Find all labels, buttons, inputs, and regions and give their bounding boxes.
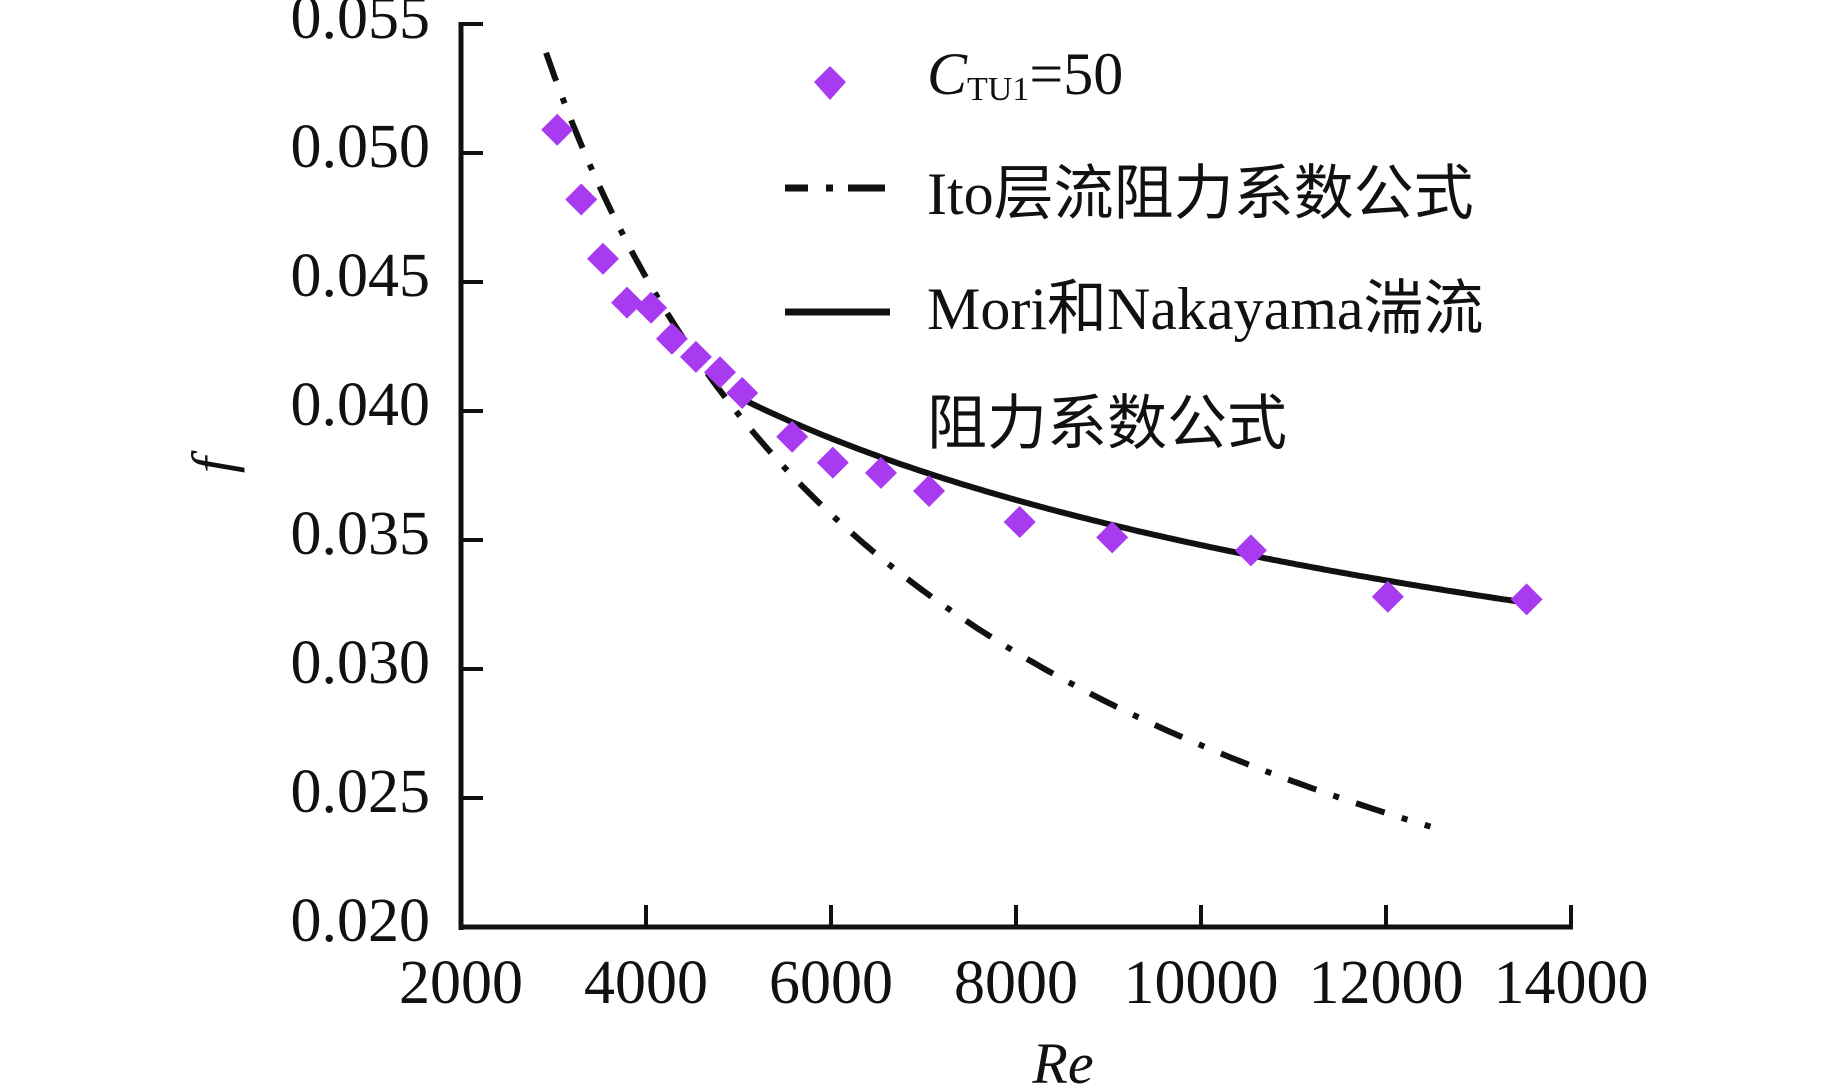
ticks — [461, 22, 1573, 927]
x-tick-label: 12000 — [1309, 949, 1464, 1017]
x-tick-label: 6000 — [769, 949, 893, 1017]
y-tick-label: 0.025 — [291, 758, 431, 826]
y-tick-label: 0.050 — [291, 113, 431, 181]
data-point-diamond — [1234, 534, 1267, 567]
data-point-diamond — [726, 376, 759, 409]
data-point-diamond — [816, 446, 849, 479]
data-point-diamond — [913, 474, 946, 507]
legend-marker-diamond — [814, 66, 846, 100]
legend: CTU1=50 Ito层流阻力系数公式 Mori和Nakayama湍流 阻力系数… — [785, 41, 1484, 457]
data-point-diamond — [1510, 583, 1543, 616]
legend-label-c: C — [927, 41, 968, 107]
legend-label-series-2: Ito层流阻力系数公式 — [927, 161, 1474, 227]
y-tick-label: 0.035 — [291, 500, 431, 568]
legend-label-series-1: CTU1=50 — [927, 41, 1123, 108]
data-point-diamond — [635, 291, 668, 324]
mori-nakayama-turbulent-curve — [746, 399, 1527, 606]
data-point-diamond — [586, 242, 619, 275]
data-point-diamond — [704, 356, 736, 389]
y-tick-label: 0.020 — [291, 887, 431, 955]
legend-label-value: =50 — [1029, 41, 1123, 107]
data-point-diamond — [611, 286, 644, 319]
data-point-diamond — [1371, 580, 1404, 613]
x-tick-label: 14000 — [1494, 949, 1649, 1017]
y-tick-label: 0.030 — [291, 629, 431, 697]
data-point-diamond — [1003, 505, 1036, 538]
x-axis-title: Re — [1031, 1031, 1093, 1089]
data-point-diamond — [1096, 521, 1129, 554]
legend-label-series-3-line-1: Mori和Nakayama湍流 — [927, 276, 1484, 342]
axes — [458, 22, 1573, 930]
y-axis-title: f — [180, 450, 245, 473]
x-tick-label: 8000 — [954, 949, 1078, 1017]
tick-labels: 0.020 0.025 0.030 0.035 0.040 0.045 0.050 0.055… — [291, 0, 1649, 1017]
data-point-diamond — [655, 322, 688, 355]
legend-label-series-3-line-2: 阻力系数公式 — [927, 391, 1287, 457]
x-tick-label: 10000 — [1124, 949, 1279, 1017]
data-point-diamond — [679, 340, 712, 373]
y-tick-label: 0.045 — [291, 242, 431, 310]
x-tick-label: 2000 — [399, 949, 523, 1017]
legend-label-subscript: TU1 — [967, 71, 1029, 108]
x-tick-label: 4000 — [584, 949, 708, 1017]
data-point-diamond — [565, 183, 598, 216]
data-point-diamond — [864, 456, 897, 489]
data-point-diamond — [776, 420, 809, 453]
markers — [541, 113, 1543, 616]
data-point-diamond — [541, 113, 574, 146]
y-tick-label: 0.055 — [291, 0, 431, 52]
y-tick-label: 0.040 — [291, 371, 431, 439]
